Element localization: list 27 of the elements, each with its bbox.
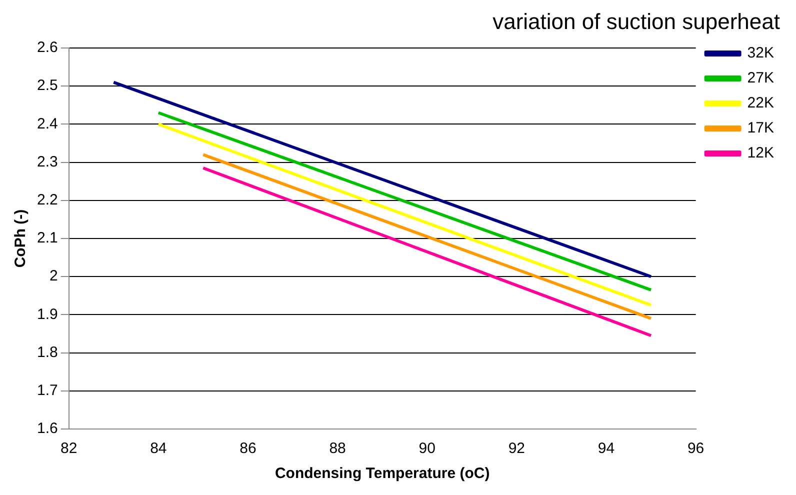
x-axis-title: Condensing Temperature (oC) <box>274 465 490 482</box>
y-tick-label: 2 <box>50 268 58 285</box>
y-tick-label: 1.8 <box>36 344 58 361</box>
x-tick-label: 90 <box>418 440 436 458</box>
x-tick-label: 88 <box>329 440 346 458</box>
y-tick-label: 2.5 <box>36 77 58 94</box>
x-tick-label: 82 <box>60 440 78 458</box>
y-tick-label: 2.3 <box>36 153 58 170</box>
legend-label: 22K <box>747 94 774 112</box>
legend-label: 27K <box>747 70 774 87</box>
y-tick-label: 2.2 <box>36 192 58 209</box>
y-tick-label: 2.4 <box>36 115 58 132</box>
x-tick-label: 94 <box>598 440 615 458</box>
x-tick-label: 96 <box>687 440 704 458</box>
y-axis-title: CoPh (-) <box>12 209 30 268</box>
y-tick-label: 2.6 <box>36 39 58 56</box>
legend-label: 12K <box>747 144 774 162</box>
y-tick-label: 2.1 <box>36 230 58 247</box>
x-tick-label: 92 <box>508 440 526 458</box>
legend-label: 17K <box>747 120 774 137</box>
x-tick-label: 86 <box>240 440 256 458</box>
y-tick-label: 1.6 <box>36 420 58 438</box>
chart-title: variation of suction superheat <box>492 8 781 36</box>
legend-label: 32K <box>747 44 774 62</box>
y-tick-label: 1.9 <box>36 306 58 323</box>
y-tick-label: 1.7 <box>36 382 58 400</box>
x-tick-label: 84 <box>150 440 167 458</box>
